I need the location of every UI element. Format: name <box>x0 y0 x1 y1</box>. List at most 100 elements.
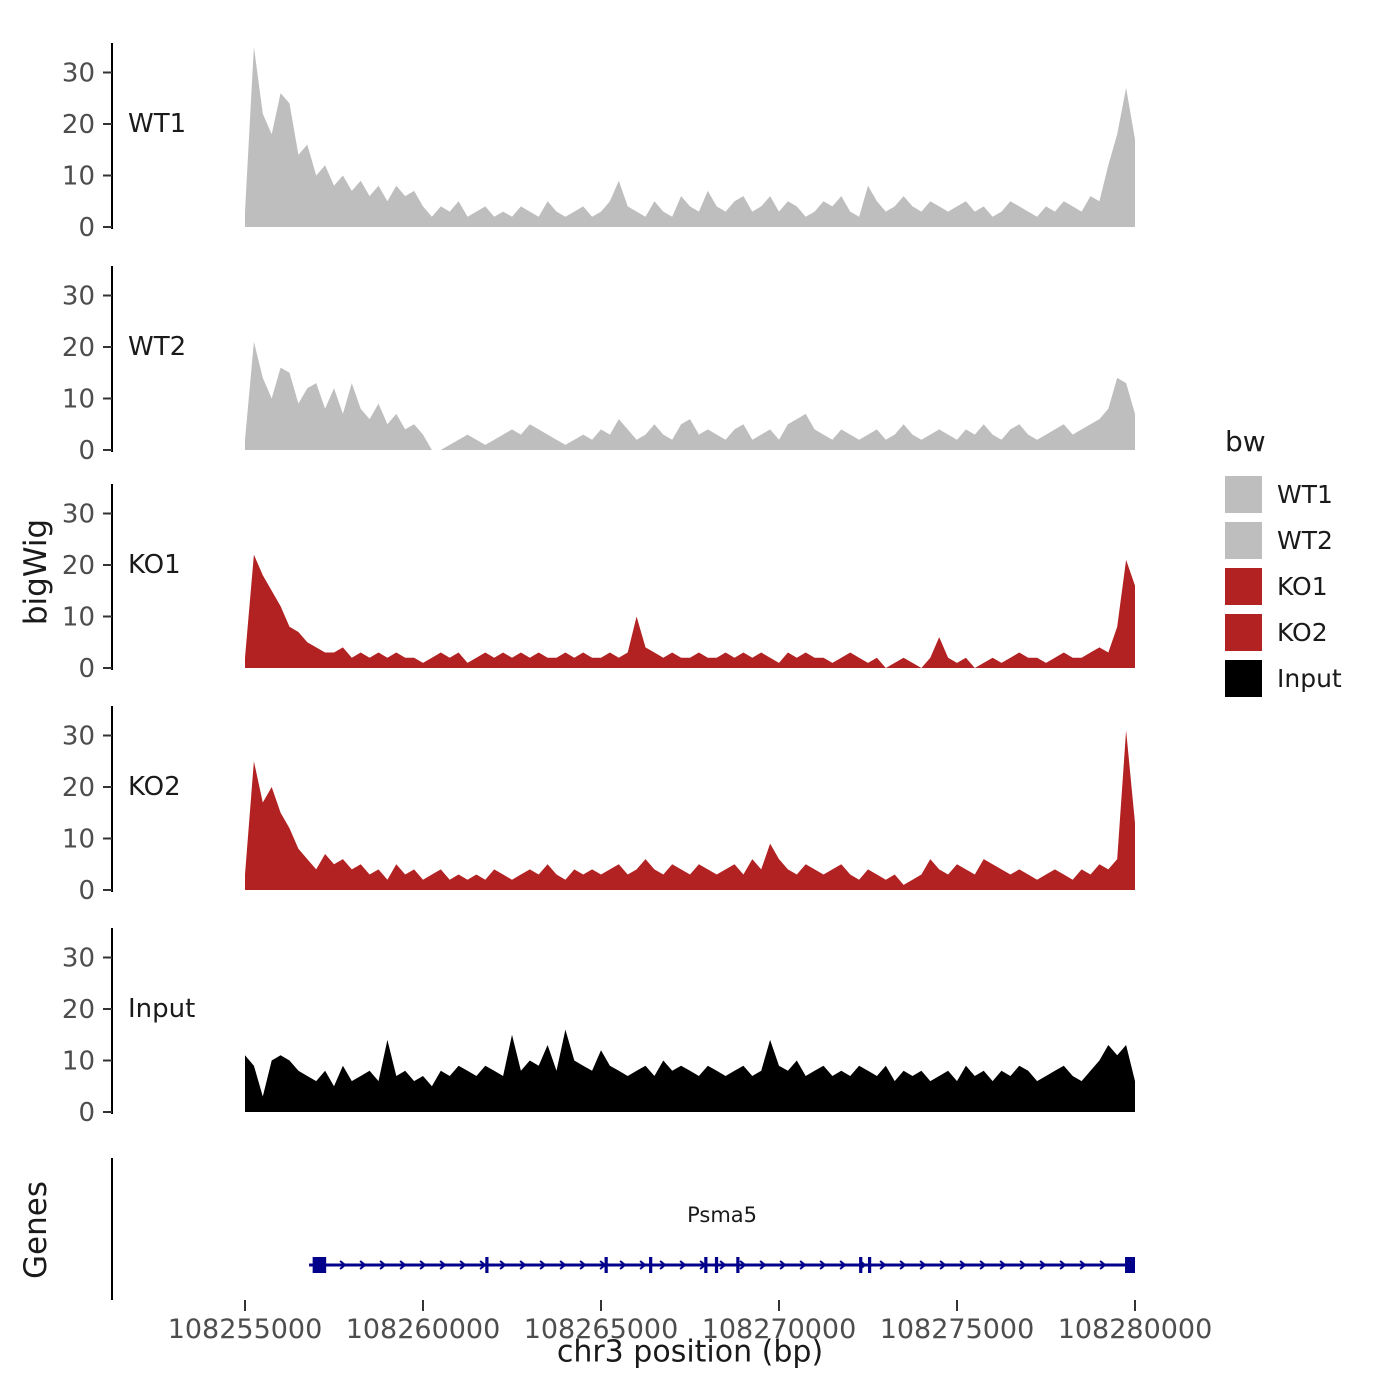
y-tick-label: 0 <box>78 213 95 243</box>
y-tick-label: 20 <box>62 995 95 1025</box>
track-label-input: Input <box>128 994 195 1024</box>
strand-arrow-icon <box>1039 1260 1047 1270</box>
legend-title: bw <box>1225 425 1266 458</box>
y-tick-label: 30 <box>62 59 95 89</box>
gene-exon <box>1125 1257 1135 1273</box>
strand-arrow-icon <box>659 1260 667 1270</box>
strand-arrow-icon <box>539 1260 547 1270</box>
legend-swatch-wt2 <box>1225 522 1262 559</box>
area-ko2 <box>245 730 1135 890</box>
strand-arrow-icon <box>899 1260 907 1270</box>
legend-label-wt1: WT1 <box>1277 480 1333 509</box>
y-tick-label: 20 <box>62 773 95 803</box>
track-label-ko2: KO2 <box>128 772 181 802</box>
strand-arrow-icon <box>1099 1260 1107 1270</box>
track-label-ko1: KO1 <box>128 550 181 580</box>
legend-swatch-ko2 <box>1225 614 1262 651</box>
y-tick-label: 10 <box>62 1047 95 1077</box>
area-input <box>245 1029 1135 1112</box>
strand-arrow-icon <box>979 1260 987 1270</box>
y-tick-label: 30 <box>62 722 95 752</box>
track-label-wt2: WT2 <box>128 332 186 362</box>
strand-arrow-icon <box>439 1260 447 1270</box>
strand-arrow-icon <box>679 1260 687 1270</box>
legend-label-ko2: KO2 <box>1277 618 1328 647</box>
x-axis-title: chr3 position (bp) <box>556 1334 824 1370</box>
strand-arrow-icon <box>959 1260 967 1270</box>
x-tick-label: 108280000 <box>1058 1314 1213 1345</box>
strand-arrow-icon <box>499 1260 507 1270</box>
gene-exon <box>704 1257 708 1273</box>
strand-arrow-icon <box>779 1260 787 1270</box>
legend: bw WT1 WT2 KO1 KO2 Input <box>1225 425 1342 706</box>
strand-arrow-icon <box>339 1260 347 1270</box>
y-tick-label: 0 <box>78 654 95 684</box>
strand-arrow-icon <box>519 1260 527 1270</box>
y-axis-title: bigWig <box>18 518 54 626</box>
y-tick-label: 0 <box>78 1098 95 1128</box>
y-tick-label: 20 <box>62 333 95 363</box>
y-tick-label: 30 <box>62 944 95 974</box>
strand-arrow-icon <box>559 1260 567 1270</box>
x-tick-label: 108275000 <box>880 1314 1035 1345</box>
strand-arrow-icon <box>819 1260 827 1270</box>
legend-item-ko1: KO1 <box>1225 568 1342 605</box>
gene-exon <box>312 1257 327 1273</box>
legend-item-wt1: WT1 <box>1225 476 1342 513</box>
strand-arrow-icon <box>1079 1260 1087 1270</box>
x-tick-label: 108255000 <box>168 1314 323 1345</box>
gene-exon <box>736 1257 740 1273</box>
strand-arrow-icon <box>999 1260 1007 1270</box>
strand-arrow-icon <box>739 1260 747 1270</box>
strand-arrow-icon <box>759 1260 767 1270</box>
y-tick-label: 10 <box>62 603 95 633</box>
strand-arrow-icon <box>619 1260 627 1270</box>
y-tick-label: 10 <box>62 162 95 192</box>
area-wt1 <box>245 46 1135 227</box>
x-tick-label: 108265000 <box>524 1314 679 1345</box>
x-tick-label: 108270000 <box>702 1314 857 1345</box>
legend-item-input: Input <box>1225 660 1342 697</box>
gene-name-label: Psma5 <box>687 1203 757 1227</box>
area-ko1 <box>245 554 1135 668</box>
y-tick-label: 20 <box>62 110 95 140</box>
strand-arrow-icon <box>459 1260 467 1270</box>
strand-arrow-icon <box>919 1260 927 1270</box>
gene-exon <box>604 1257 608 1273</box>
gene-exon <box>714 1257 719 1273</box>
legend-swatch-wt1 <box>1225 476 1262 513</box>
y-tick-label: 20 <box>62 551 95 581</box>
strand-arrow-icon <box>479 1260 487 1270</box>
legend-label-wt2: WT2 <box>1277 526 1333 555</box>
legend-label-input: Input <box>1277 664 1342 693</box>
strand-arrow-icon <box>799 1260 807 1270</box>
legend-swatch-input <box>1225 660 1262 697</box>
y-tick-label: 0 <box>78 876 95 906</box>
strand-arrow-icon <box>839 1260 847 1270</box>
legend-item-ko2: KO2 <box>1225 614 1342 651</box>
strand-arrow-icon <box>879 1260 887 1270</box>
gene-exon <box>859 1257 863 1273</box>
gene-exon <box>485 1257 489 1273</box>
gene-exon <box>868 1257 872 1273</box>
strand-arrow-icon <box>359 1260 367 1270</box>
strand-arrow-icon <box>939 1260 947 1270</box>
x-tick-label: 108260000 <box>346 1314 501 1345</box>
legend-swatch-ko1 <box>1225 568 1262 605</box>
strand-arrow-icon <box>419 1260 427 1270</box>
y-tick-label: 30 <box>62 500 95 530</box>
strand-arrow-icon <box>1019 1260 1027 1270</box>
gene-exon <box>649 1257 653 1273</box>
strand-arrow-icon <box>639 1260 647 1270</box>
strand-arrow-icon <box>719 1260 727 1270</box>
strand-arrow-icon <box>579 1260 587 1270</box>
y-tick-label: 10 <box>62 825 95 855</box>
strand-arrow-icon <box>1059 1260 1067 1270</box>
strand-arrow-icon <box>399 1260 407 1270</box>
strand-arrow-icon <box>379 1260 387 1270</box>
legend-label-ko1: KO1 <box>1277 572 1328 601</box>
y-tick-label: 10 <box>62 385 95 415</box>
genes-axis-title: Genes <box>18 1181 54 1279</box>
